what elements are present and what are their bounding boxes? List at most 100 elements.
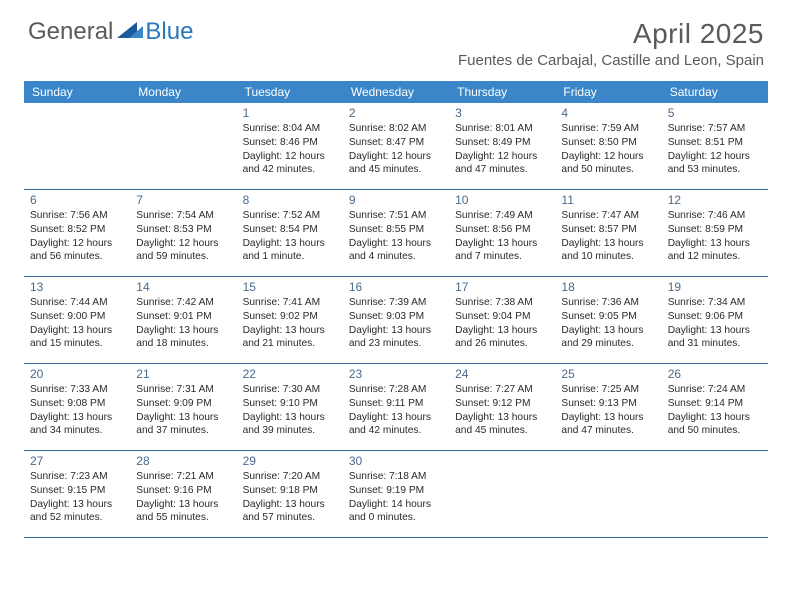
weekday-header: Monday [130,81,236,103]
day-number: 14 [136,279,230,295]
day-number: 20 [30,366,124,382]
day-number: 10 [455,192,549,208]
sunrise-text: Sunrise: 7:21 AM [136,470,230,484]
sunrise-text: Sunrise: 7:41 AM [243,296,337,310]
day-number: 22 [243,366,337,382]
day-number: 11 [561,192,655,208]
daylight-text: Daylight: 13 hours and 18 minutes. [136,324,230,352]
sunset-text: Sunset: 8:51 PM [668,136,762,150]
sunset-text: Sunset: 8:59 PM [668,223,762,237]
logo-triangle-icon [117,20,143,45]
daylight-text: Daylight: 14 hours and 0 minutes. [349,498,443,526]
sunset-text: Sunset: 8:47 PM [349,136,443,150]
daylight-text: Daylight: 13 hours and 52 minutes. [30,498,124,526]
week-row: 20Sunrise: 7:33 AMSunset: 9:08 PMDayligh… [24,364,768,451]
daylight-text: Daylight: 13 hours and 10 minutes. [561,237,655,265]
day-cell: 30Sunrise: 7:18 AMSunset: 9:19 PMDayligh… [343,451,449,537]
sunrise-text: Sunrise: 7:18 AM [349,470,443,484]
day-cell: 29Sunrise: 7:20 AMSunset: 9:18 PMDayligh… [237,451,343,537]
day-cell: 25Sunrise: 7:25 AMSunset: 9:13 PMDayligh… [555,364,661,450]
day-cell: 27Sunrise: 7:23 AMSunset: 9:15 PMDayligh… [24,451,130,537]
sunrise-text: Sunrise: 7:30 AM [243,383,337,397]
sunset-text: Sunset: 8:46 PM [243,136,337,150]
day-cell: 10Sunrise: 7:49 AMSunset: 8:56 PMDayligh… [449,190,555,276]
day-cell [24,103,130,189]
daylight-text: Daylight: 13 hours and 39 minutes. [243,411,337,439]
sunrise-text: Sunrise: 7:33 AM [30,383,124,397]
sunrise-text: Sunrise: 8:02 AM [349,122,443,136]
day-cell [130,103,236,189]
day-cell: 21Sunrise: 7:31 AMSunset: 9:09 PMDayligh… [130,364,236,450]
day-number: 8 [243,192,337,208]
daylight-text: Daylight: 13 hours and 47 minutes. [561,411,655,439]
day-cell: 17Sunrise: 7:38 AMSunset: 9:04 PMDayligh… [449,277,555,363]
weekday-header: Saturday [662,81,768,103]
sunrise-text: Sunrise: 7:59 AM [561,122,655,136]
daylight-text: Daylight: 13 hours and 26 minutes. [455,324,549,352]
day-cell: 8Sunrise: 7:52 AMSunset: 8:54 PMDaylight… [237,190,343,276]
day-cell [662,451,768,537]
daylight-text: Daylight: 13 hours and 21 minutes. [243,324,337,352]
day-number: 25 [561,366,655,382]
day-number: 24 [455,366,549,382]
sunset-text: Sunset: 9:06 PM [668,310,762,324]
daylight-text: Daylight: 13 hours and 57 minutes. [243,498,337,526]
sunset-text: Sunset: 9:09 PM [136,397,230,411]
day-number: 27 [30,453,124,469]
sunrise-text: Sunrise: 7:28 AM [349,383,443,397]
sunset-text: Sunset: 9:03 PM [349,310,443,324]
sunrise-text: Sunrise: 7:20 AM [243,470,337,484]
daylight-text: Daylight: 12 hours and 42 minutes. [243,150,337,178]
day-cell: 14Sunrise: 7:42 AMSunset: 9:01 PMDayligh… [130,277,236,363]
day-cell [449,451,555,537]
sunrise-text: Sunrise: 7:39 AM [349,296,443,310]
sunrise-text: Sunrise: 7:42 AM [136,296,230,310]
day-cell: 24Sunrise: 7:27 AMSunset: 9:12 PMDayligh… [449,364,555,450]
sunset-text: Sunset: 9:01 PM [136,310,230,324]
sunset-text: Sunset: 9:15 PM [30,484,124,498]
sunset-text: Sunset: 9:13 PM [561,397,655,411]
day-number: 19 [668,279,762,295]
daylight-text: Daylight: 13 hours and 50 minutes. [668,411,762,439]
day-number: 1 [243,105,337,121]
weekday-header: Tuesday [237,81,343,103]
daylight-text: Daylight: 12 hours and 50 minutes. [561,150,655,178]
week-row: 13Sunrise: 7:44 AMSunset: 9:00 PMDayligh… [24,277,768,364]
sunrise-text: Sunrise: 7:52 AM [243,209,337,223]
day-cell: 18Sunrise: 7:36 AMSunset: 9:05 PMDayligh… [555,277,661,363]
daylight-text: Daylight: 12 hours and 47 minutes. [455,150,549,178]
day-number: 17 [455,279,549,295]
day-cell: 22Sunrise: 7:30 AMSunset: 9:10 PMDayligh… [237,364,343,450]
sunset-text: Sunset: 9:10 PM [243,397,337,411]
day-cell: 11Sunrise: 7:47 AMSunset: 8:57 PMDayligh… [555,190,661,276]
sunrise-text: Sunrise: 7:46 AM [668,209,762,223]
day-cell: 9Sunrise: 7:51 AMSunset: 8:55 PMDaylight… [343,190,449,276]
sunrise-text: Sunrise: 8:04 AM [243,122,337,136]
sunrise-text: Sunrise: 7:44 AM [30,296,124,310]
day-cell: 26Sunrise: 7:24 AMSunset: 9:14 PMDayligh… [662,364,768,450]
sunrise-text: Sunrise: 7:24 AM [668,383,762,397]
daylight-text: Daylight: 13 hours and 31 minutes. [668,324,762,352]
sunset-text: Sunset: 9:19 PM [349,484,443,498]
sunrise-text: Sunrise: 7:31 AM [136,383,230,397]
location-text: Fuentes de Carbajal, Castille and Leon, … [458,52,764,69]
day-cell: 2Sunrise: 8:02 AMSunset: 8:47 PMDaylight… [343,103,449,189]
daylight-text: Daylight: 13 hours and 4 minutes. [349,237,443,265]
day-cell: 19Sunrise: 7:34 AMSunset: 9:06 PMDayligh… [662,277,768,363]
sunrise-text: Sunrise: 8:01 AM [455,122,549,136]
week-row: 27Sunrise: 7:23 AMSunset: 9:15 PMDayligh… [24,451,768,538]
sunset-text: Sunset: 8:54 PM [243,223,337,237]
day-cell: 20Sunrise: 7:33 AMSunset: 9:08 PMDayligh… [24,364,130,450]
sunset-text: Sunset: 9:04 PM [455,310,549,324]
day-number: 26 [668,366,762,382]
sunrise-text: Sunrise: 7:54 AM [136,209,230,223]
sunset-text: Sunset: 8:52 PM [30,223,124,237]
header: General Blue April 2025 Fuentes de Carba… [0,0,792,77]
sunset-text: Sunset: 8:53 PM [136,223,230,237]
weekday-header: Friday [555,81,661,103]
sunset-text: Sunset: 9:05 PM [561,310,655,324]
day-cell: 15Sunrise: 7:41 AMSunset: 9:02 PMDayligh… [237,277,343,363]
day-number: 2 [349,105,443,121]
day-number: 5 [668,105,762,121]
sunrise-text: Sunrise: 7:27 AM [455,383,549,397]
